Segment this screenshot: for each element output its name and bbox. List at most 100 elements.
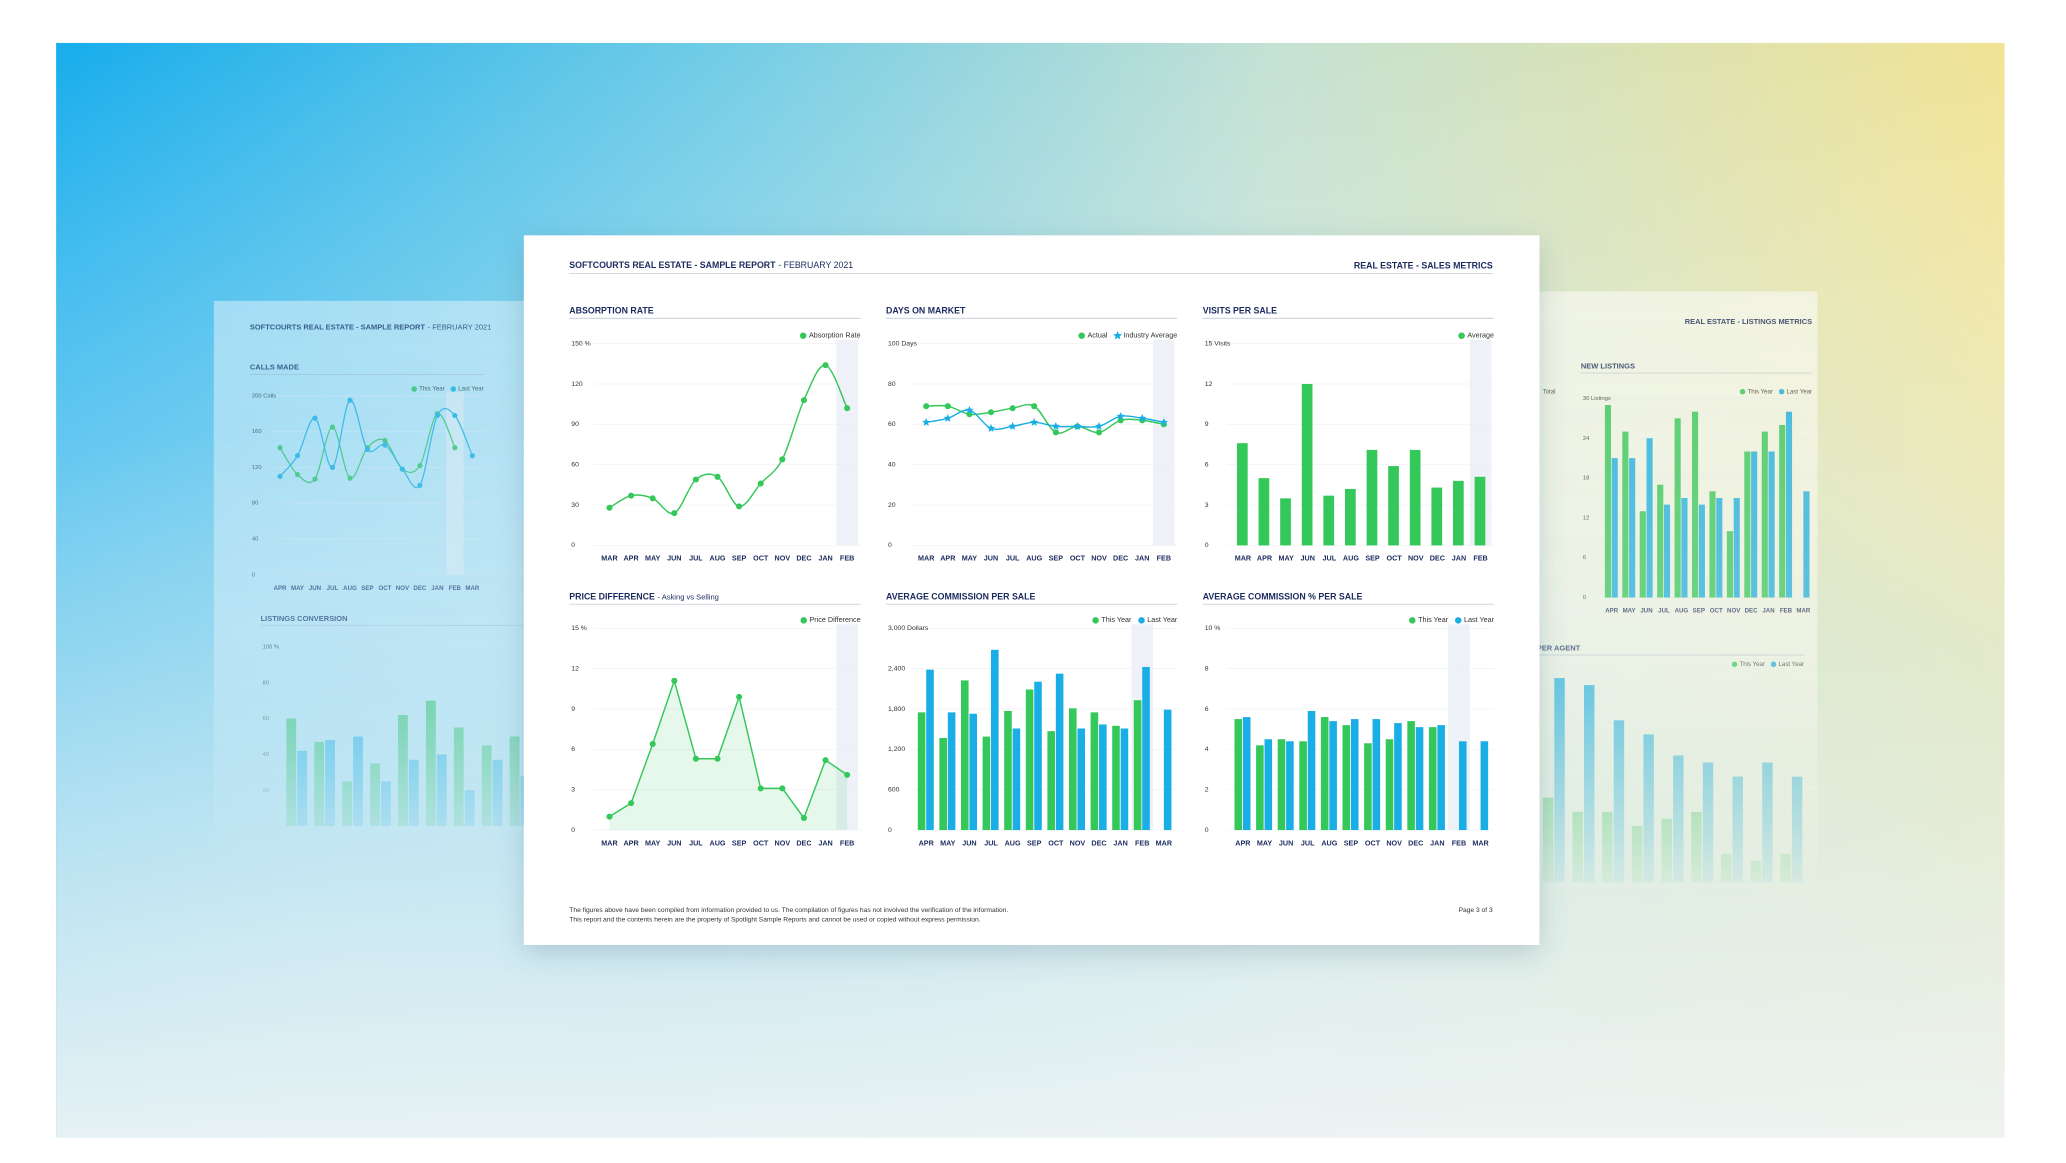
legend-swatch — [1454, 617, 1462, 624]
x-tick-label: SEP — [1049, 554, 1064, 563]
x-tick-label: JAN — [1452, 554, 1466, 563]
bar — [1657, 484, 1664, 598]
y-tick-label: 3 — [1205, 502, 1209, 509]
x-tick-label: SEP — [1693, 608, 1705, 615]
bar — [286, 718, 297, 827]
x-tick-label: DEC — [1745, 608, 1759, 615]
chart-title: VISITS PER SALE — [1203, 306, 1277, 316]
x-tick-label: JUL — [689, 838, 703, 847]
bar — [1643, 734, 1654, 883]
marker — [1052, 429, 1059, 436]
x-tick-label: MAY — [291, 585, 304, 592]
y-tick-label: 160 — [252, 429, 262, 435]
marker — [736, 693, 743, 700]
bar — [509, 736, 520, 827]
bar — [1415, 727, 1424, 831]
x-tick-label: SEP — [1027, 838, 1042, 847]
x-tick-label: MAY — [645, 554, 661, 563]
y-tick-label: 6 — [1205, 462, 1209, 469]
x-tick-label: JUN — [667, 838, 681, 847]
marker — [1009, 405, 1016, 412]
x-tick-label: NOV — [1408, 554, 1424, 563]
chart-subtitle: - Asking vs Selling — [658, 593, 719, 602]
bar — [464, 790, 475, 827]
bar — [1761, 431, 1768, 598]
x-tick-label: JUN — [667, 554, 681, 563]
bar — [1133, 700, 1142, 831]
bar — [1663, 504, 1671, 598]
y-tick-label: 0 — [1205, 827, 1209, 834]
marker — [671, 677, 678, 684]
bar — [1025, 689, 1034, 831]
y-tick-label: 6 — [1583, 555, 1586, 561]
x-tick-label: OCT — [378, 585, 391, 592]
y-tick-label: 10 % — [1205, 625, 1221, 632]
bar — [1437, 725, 1445, 831]
bar — [1364, 743, 1372, 831]
y-tick-label: 15 Visits — [1205, 340, 1231, 347]
left-page: SOFTCOURTS REAL ESTATE - SAMPLE REPORT - … — [213, 300, 535, 876]
bar — [1744, 451, 1751, 598]
legend-label: This Year — [1739, 661, 1765, 668]
x-tick-label: JUL — [1658, 608, 1670, 615]
x-tick-label: NOV — [1386, 838, 1402, 847]
marker — [987, 409, 995, 416]
marker — [606, 813, 613, 820]
y-tick-label: 9 — [1205, 421, 1209, 428]
bar — [342, 781, 353, 827]
marker — [692, 476, 699, 483]
marker — [800, 814, 807, 821]
bar — [1602, 811, 1613, 883]
bar — [1803, 491, 1810, 598]
bar — [381, 781, 391, 827]
x-tick-label: OCT — [1070, 554, 1086, 563]
bar — [1646, 438, 1653, 598]
bar — [1055, 673, 1064, 831]
footer-note: This report and the contents herein are … — [569, 916, 980, 923]
bar — [1702, 762, 1714, 883]
bar — [1768, 451, 1775, 598]
line — [609, 678, 848, 820]
marker — [844, 405, 851, 412]
x-tick-label: MAR — [1235, 554, 1252, 563]
legend-swatch — [1458, 332, 1465, 339]
marker — [347, 397, 353, 403]
bar — [1099, 724, 1107, 831]
marker — [649, 740, 656, 747]
footer-note: The figures above have been compiled fro… — [569, 907, 1008, 914]
legend-swatch — [1409, 617, 1416, 624]
bar — [1320, 717, 1329, 831]
bar — [1236, 443, 1248, 546]
legend-fragment: Total — [1543, 388, 1556, 395]
bar — [1474, 476, 1486, 546]
x-tick-label: DEC — [1091, 838, 1106, 847]
y-tick-label: 120 — [252, 465, 262, 471]
bar — [314, 741, 325, 827]
bar — [1120, 728, 1129, 831]
marker — [329, 464, 336, 470]
y-tick-label: 24 — [1583, 436, 1590, 442]
x-tick-label: OCT — [1365, 838, 1381, 847]
legend-label: Last Year — [458, 386, 484, 393]
marker — [822, 362, 829, 369]
x-tick-label: SEP — [1365, 554, 1380, 563]
report-date: - FEBRUARY 2021 — [428, 323, 492, 332]
marker — [692, 755, 699, 762]
bar — [425, 700, 436, 827]
bar — [1733, 497, 1740, 598]
x-tick-label: FEB — [840, 554, 854, 563]
x-tick-label: JAN — [818, 554, 832, 563]
x-tick-label: APR — [623, 838, 639, 847]
x-tick-label: MAY — [962, 554, 978, 563]
legend-label: Last Year — [1147, 615, 1178, 624]
marker — [329, 424, 336, 430]
y-tick-label: 15 % — [571, 625, 587, 632]
bar — [1431, 487, 1443, 546]
x-tick-label: MAR — [601, 554, 618, 563]
x-tick-label: MAY — [1623, 608, 1636, 615]
marker — [779, 456, 786, 463]
x-tick-label: JUL — [689, 554, 703, 563]
marker — [417, 463, 423, 469]
marker — [382, 442, 388, 448]
page-header: SOFTCOURTS REAL ESTATE - SAMPLE REPORT - … — [250, 323, 491, 332]
